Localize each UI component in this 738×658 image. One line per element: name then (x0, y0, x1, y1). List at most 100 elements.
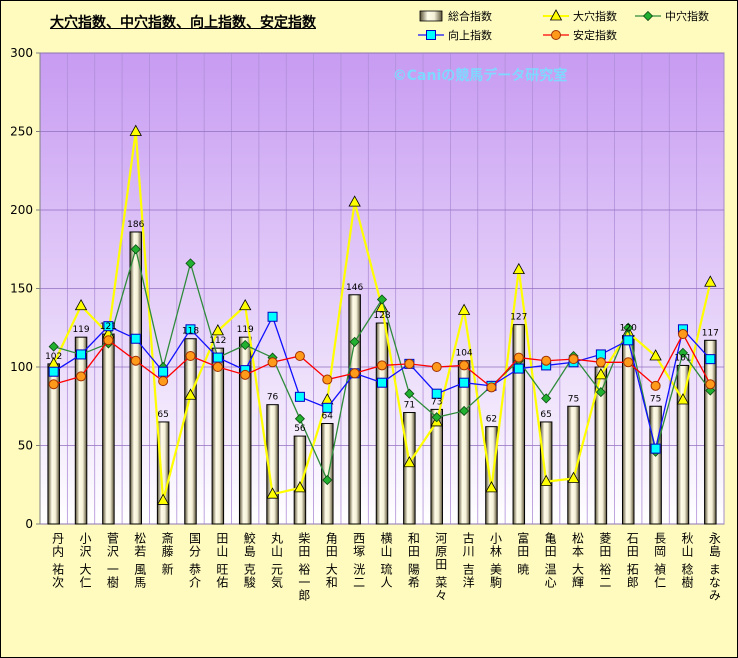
lines (47, 124, 717, 505)
point-circle (377, 360, 387, 371)
legend-label: 中穴指数 (665, 9, 709, 23)
point-diamond (48, 341, 59, 352)
bar-data-label: 118 (182, 327, 199, 337)
point-circle (76, 371, 87, 382)
legend-item: 安定指数 (543, 28, 617, 42)
bar-data-label: 101 (674, 353, 691, 363)
point-triangle (485, 481, 498, 493)
legend-item: 総合指数 (419, 9, 492, 23)
x-tick-label: 西塚 洸二 (352, 532, 366, 589)
x-tick-label: 秋山 稔樹 (680, 532, 694, 589)
bar-data-label: 75 (568, 394, 579, 404)
point-diamond (541, 393, 552, 404)
x-tick-label: 松若 風馬 (133, 532, 147, 589)
series-circle (48, 329, 716, 393)
bars (47, 231, 717, 525)
point-circle (185, 351, 196, 362)
point-diamond (349, 336, 360, 347)
x-tick-label: 長岡 禎仁 (653, 532, 667, 589)
point-triangle (549, 9, 563, 21)
point-diamond (677, 347, 689, 358)
bar-data-label: 71 (404, 401, 415, 411)
y-tick-label: 150 (10, 282, 33, 296)
point-square (513, 363, 524, 374)
bar (211, 347, 225, 525)
bar (649, 405, 662, 525)
bar-data-label: 112 (209, 336, 226, 346)
bar (539, 421, 553, 525)
point-triangle (156, 493, 170, 505)
bar-data-label: 186 (127, 220, 144, 230)
bar (348, 294, 361, 525)
point-diamond (623, 322, 634, 333)
bar (704, 339, 717, 525)
bar (184, 338, 197, 525)
x-tick-label: 永島 まなみ (707, 532, 721, 602)
bar-data-label: 119 (237, 325, 254, 335)
series-triangle (47, 124, 717, 505)
point-circle (623, 357, 634, 368)
point-circle (158, 376, 169, 387)
chart-title: 大穴指数、中穴指数、向上指数、安定指数 (50, 15, 316, 31)
x-tick-label: 国分 恭介 (187, 532, 201, 589)
point-circle (595, 357, 606, 368)
bar-data-label: 128 (373, 311, 390, 321)
point-triangle (649, 349, 662, 361)
bar (266, 404, 279, 525)
x-tick-label: 石田 拓郎 (625, 532, 639, 589)
y-tick-label: 200 (10, 203, 33, 217)
x-tick-label: 角田 大和 (324, 532, 338, 589)
point-triangle (567, 471, 580, 483)
bar-data-label: 65 (157, 410, 168, 420)
point-diamond (459, 405, 470, 417)
point-circle (212, 362, 223, 372)
bar-data-label: 146 (346, 283, 363, 293)
bar (129, 231, 143, 525)
bar (238, 336, 252, 525)
x-tick-label: 古川 吉洋 (461, 531, 475, 589)
point-square (48, 366, 59, 377)
bar-data-label: 75 (650, 394, 661, 404)
y-tick-label: 250 (10, 125, 33, 139)
x-tick-label: 小沢 大仁 (78, 532, 92, 589)
bar-data-label: 64 (322, 412, 334, 422)
y-axis: 0 50 100 150 200 250 300 (10, 46, 41, 531)
point-diamond (404, 388, 415, 399)
x-tick-label: 和田 陽希 (406, 532, 420, 589)
y-tick-label: 100 (10, 360, 33, 374)
point-diamond (240, 339, 251, 351)
x-tick-label: 斎藤 新 (160, 531, 174, 576)
point-circle (48, 379, 59, 390)
point-triangle (539, 474, 553, 487)
point-triangle (457, 303, 471, 315)
bar (676, 364, 690, 525)
point-triangle (239, 298, 252, 311)
point-circle (568, 354, 579, 365)
legend-label: 総合指数 (448, 9, 492, 23)
x-tick-label: 松本 大輝 (571, 532, 585, 589)
point-square (650, 443, 661, 454)
point-circle (267, 357, 278, 368)
bar (102, 333, 115, 525)
bar (403, 412, 416, 525)
point-diamond (130, 244, 141, 255)
bar (430, 408, 443, 525)
point-circle (459, 360, 470, 371)
point-circle (705, 379, 716, 390)
bar (321, 423, 334, 525)
x-tick-label: 柴田 裕一郎 (297, 532, 311, 602)
point-diamond (376, 294, 388, 305)
bar-data-label: 104 (455, 349, 472, 359)
bar (293, 435, 307, 525)
point-diamond (431, 412, 442, 423)
x-tick-label: 菅沢 一樹 (105, 532, 119, 589)
bar (485, 426, 498, 525)
bar-data-label: 73 (431, 397, 442, 407)
y-tick-label: 50 (18, 439, 33, 453)
bar (156, 421, 170, 525)
point-square (377, 377, 387, 388)
bar (375, 322, 389, 525)
grid (39, 52, 725, 525)
point-square (705, 354, 716, 365)
